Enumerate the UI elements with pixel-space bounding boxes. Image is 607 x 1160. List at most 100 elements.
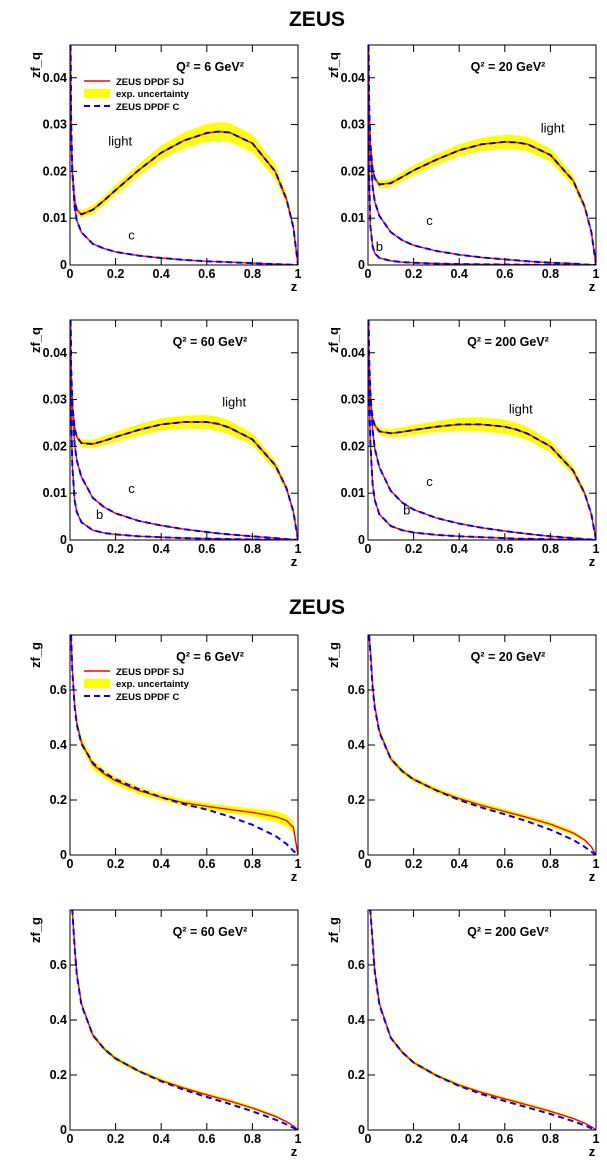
- plot-area: [70, 45, 298, 265]
- sj-curve-gluon: [70, 635, 298, 855]
- curve-label-b: b: [403, 502, 410, 517]
- q2-label: Q² = 20 GeV²: [471, 60, 546, 74]
- x-tick-label: 1: [593, 1132, 600, 1146]
- uncertainty-band-gluon: [71, 635, 298, 855]
- uncertainty-band-light: [368, 320, 596, 540]
- y-tick-label: 0.03: [341, 118, 365, 132]
- y-tick-label: 0.04: [43, 71, 67, 85]
- sj-curve-light: [368, 45, 596, 265]
- x-tick-label: 0.6: [198, 1132, 215, 1146]
- y-axis-label: zf_q: [326, 327, 341, 353]
- x-tick-label: 0.4: [451, 1132, 468, 1146]
- y-tick-label: 0.03: [43, 393, 67, 407]
- x-tick-label: 0.2: [107, 542, 124, 556]
- x-tick-label: 0.2: [107, 267, 124, 281]
- c-curve-light: [368, 320, 596, 540]
- sj-curve-gluon: [71, 910, 298, 1130]
- figure-title-bottom: ZEUS: [289, 596, 345, 619]
- uncertainty-band-gluon: [369, 635, 596, 855]
- sj-curve-c: [368, 45, 596, 265]
- panel-4: 0 0.2 0.4 0.6 0.8 1 0 0.01 0.02 0.03 0.04 z zf_q Q² =…: [326, 319, 600, 569]
- y-axis-label: zf_g: [28, 917, 43, 943]
- x-tick-label: 0.6: [496, 1132, 513, 1146]
- y-axis-label: zf_g: [28, 642, 43, 668]
- y-tick-label: 0.6: [50, 958, 67, 972]
- y-axis-label: zf_q: [28, 327, 43, 353]
- legend-band-swatch: [84, 679, 110, 688]
- y-axis-label: zf_q: [28, 52, 43, 78]
- c-curve-b: [368, 45, 596, 265]
- plot-frame: [69, 319, 299, 541]
- x-tick-label: 0.8: [244, 267, 261, 281]
- x-axis-label: z: [589, 869, 596, 884]
- x-tick-label: 1: [593, 267, 600, 281]
- x-tick-label: 0.2: [405, 542, 422, 556]
- x-tick-label: 0.6: [198, 542, 215, 556]
- panel-5: 0 0.2 0.4 0.6 0.8 1 0 0.2 0.4 0.6 z zf_g Q² = 6 GeV²…: [28, 634, 302, 884]
- y-tick-label: 0.2: [50, 793, 67, 807]
- x-tick-label: 0.4: [451, 542, 468, 556]
- y-tick-label: 0.01: [341, 486, 365, 500]
- uncertainty-band-light: [70, 45, 298, 265]
- x-tick-label: 0.8: [542, 267, 559, 281]
- c-curve-c: [368, 320, 596, 540]
- c-curve-light: [70, 45, 298, 265]
- curve-label-b: b: [376, 239, 383, 254]
- x-tick-label: 0.2: [405, 857, 422, 871]
- x-tick-label: 0.8: [542, 542, 559, 556]
- sj-curve-c: [70, 320, 298, 540]
- y-tick-label: 0.2: [50, 1068, 67, 1082]
- x-tick-label: 0.8: [244, 857, 261, 871]
- x-tick-label: 0.4: [153, 1132, 170, 1146]
- x-tick-label: 0.6: [496, 857, 513, 871]
- c-curve-b: [70, 320, 298, 540]
- c-curve-light: [70, 320, 298, 540]
- legend-sj-label: ZEUS DPDF SJ: [116, 77, 184, 88]
- curve-label-c: c: [426, 213, 433, 228]
- x-tick-label: 1: [295, 542, 302, 556]
- x-tick-label: 0.4: [451, 267, 468, 281]
- c-curve-c: [70, 45, 298, 265]
- y-tick-label: 0.02: [43, 164, 67, 178]
- x-tick-label: 0.2: [405, 267, 422, 281]
- panel-7: 0 0.2 0.4 0.6 0.8 1 0 0.2 0.4 0.6 z zf_g Q² = 60 GeV…: [28, 909, 302, 1159]
- x-axis-label: z: [291, 554, 298, 569]
- x-axis-label: z: [589, 279, 596, 294]
- y-tick-label: 0: [358, 848, 365, 862]
- plot-frame: [367, 319, 597, 541]
- x-axis-label: z: [291, 279, 298, 294]
- y-tick-label: 0.04: [341, 346, 365, 360]
- y-tick-label: 0.03: [341, 393, 365, 407]
- x-tick-label: 0.4: [153, 542, 170, 556]
- curve-label-light: light: [541, 121, 565, 136]
- plot-area: [70, 635, 298, 855]
- x-tick-label: 0: [67, 542, 74, 556]
- x-tick-label: 1: [593, 542, 600, 556]
- x-tick-label: 0: [365, 542, 372, 556]
- y-tick-label: 0.03: [43, 118, 67, 132]
- plot-area: [368, 45, 596, 265]
- sj-curve-gluon: [368, 635, 596, 855]
- x-tick-label: 0.4: [451, 857, 468, 871]
- x-tick-label: 0: [365, 1132, 372, 1146]
- x-tick-label: 0: [67, 267, 74, 281]
- y-tick-label: 0.4: [50, 1013, 67, 1027]
- x-tick-label: 0: [67, 857, 74, 871]
- q2-label: Q² = 6 GeV²: [176, 650, 244, 664]
- x-tick-label: 0.8: [542, 1132, 559, 1146]
- x-tick-label: 0: [67, 1132, 74, 1146]
- q2-label: Q² = 60 GeV²: [173, 925, 248, 939]
- y-tick-label: 0.6: [50, 683, 67, 697]
- y-tick-label: 0.6: [348, 683, 365, 697]
- y-tick-label: 0.01: [43, 211, 67, 225]
- c-curve-gluon: [369, 910, 596, 1130]
- uncertainty-band-gluon: [71, 910, 298, 1130]
- y-tick-label: 0: [60, 1123, 67, 1137]
- q2-label: Q² = 60 GeV²: [173, 335, 248, 349]
- y-tick-label: 0.01: [43, 486, 67, 500]
- q2-label: Q² = 200 GeV²: [467, 335, 549, 349]
- panel-1: 0 0.2 0.4 0.6 0.8 1 0 0.01 0.02 0.03 0.04 z zf_q Q² =…: [28, 44, 302, 294]
- y-tick-label: 0.6: [348, 958, 365, 972]
- x-tick-label: 0.2: [405, 1132, 422, 1146]
- plot-frame: [367, 909, 597, 1131]
